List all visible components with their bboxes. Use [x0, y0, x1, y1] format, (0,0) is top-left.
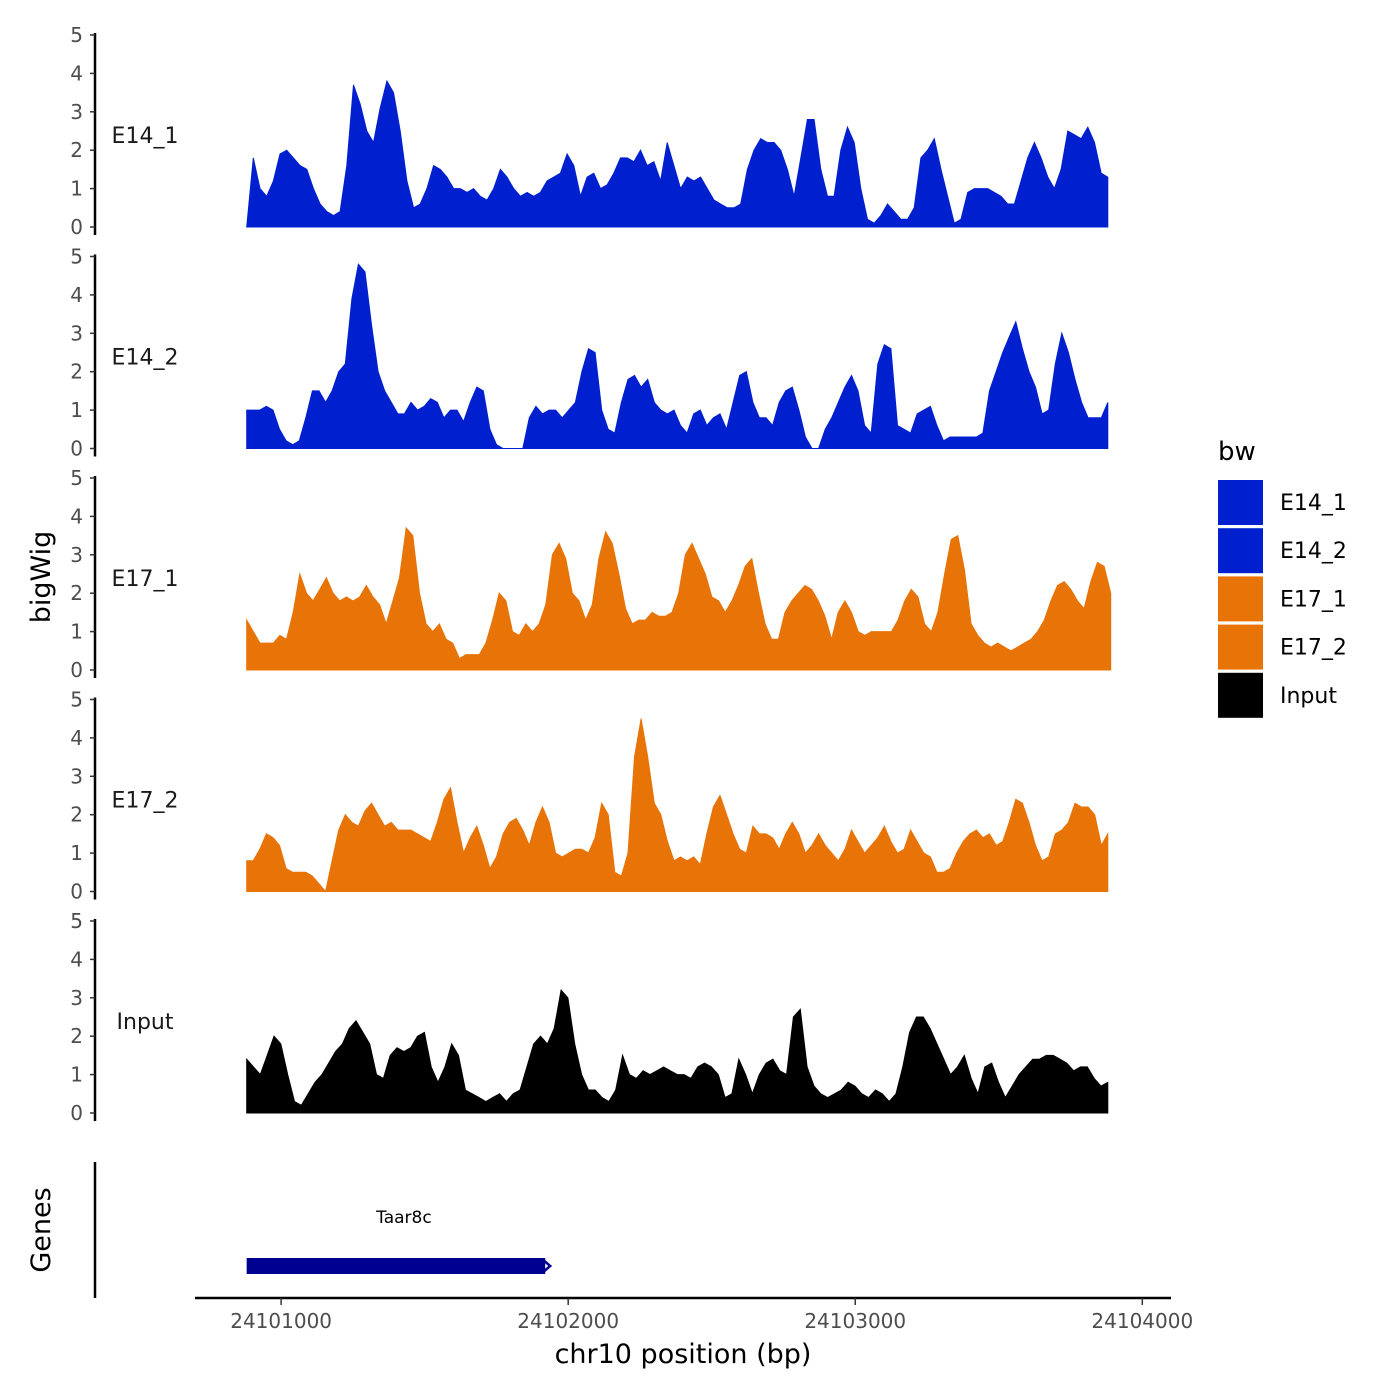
legend-label-E17_2: E17_2 — [1280, 636, 1347, 661]
track-area-E17_2 — [246, 718, 1109, 893]
y-tick-label: 3 — [70, 100, 83, 124]
track-label-E17_2: E17_2 — [112, 788, 179, 813]
legend-label-E17_1: E17_1 — [1280, 587, 1347, 612]
y-tick-label: 1 — [70, 620, 83, 644]
legend-label-Input: Input — [1280, 684, 1337, 709]
track-area-Input — [246, 988, 1109, 1114]
y-tick-label: 0 — [70, 658, 83, 682]
tracks-layer: 0 1 2 3 4 5 E14_1 0 1 2 3 4 5 E14_2 0 1 2 3 4 5 E17_1 0 1 2 3 4 5 E… — [70, 23, 1112, 1125]
legend-title: bw — [1218, 437, 1256, 467]
y-tick-label: 4 — [70, 283, 83, 307]
x-tick-label: 24102000 — [517, 1309, 619, 1333]
legend-label-E14_2: E14_2 — [1280, 539, 1347, 564]
track-E17_1: 0 1 2 3 4 5 E17_1 — [70, 466, 1112, 682]
y-tick-label: 2 — [70, 360, 83, 384]
track-area-E14_1 — [246, 79, 1109, 228]
track-label-E17_1: E17_1 — [112, 567, 179, 592]
y-tick-label: 5 — [70, 23, 83, 47]
legend: bw E14_1 E14_2 E17_1 E17_2 Input — [1218, 437, 1347, 718]
y-tick-label: 4 — [70, 61, 83, 85]
x-axis-title: chr10 position (bp) — [555, 1339, 812, 1370]
y-tick-label: 1 — [70, 1063, 83, 1087]
track-label-Input: Input — [117, 1010, 174, 1035]
y-tick-label: 5 — [70, 688, 83, 712]
gene-strand-arrow — [542, 1259, 553, 1273]
y-tick-label: 1 — [70, 177, 83, 201]
y-tick-label: 0 — [70, 437, 83, 461]
x-tick-label: 24104000 — [1091, 1309, 1193, 1333]
legend-key-E17_2 — [1218, 624, 1263, 670]
genes-layer: Genes Taar8c — [26, 1162, 553, 1298]
y-tick-label: 3 — [70, 321, 83, 345]
track-E17_2: 0 1 2 3 4 5 E17_2 — [70, 688, 1109, 904]
x-tick-label: 24101000 — [230, 1309, 332, 1333]
y-tick-label: 1 — [70, 398, 83, 422]
track-Input: 0 1 2 3 4 5 Input — [70, 909, 1109, 1125]
y-tick-label: 2 — [70, 581, 83, 605]
y-tick-label: 1 — [70, 841, 83, 865]
y-tick-label: 3 — [70, 764, 83, 788]
y-tick-label: 0 — [70, 1101, 83, 1125]
track-E14_2: 0 1 2 3 4 5 E14_2 — [70, 245, 1109, 461]
legend-key-E17_1 — [1218, 576, 1263, 622]
track-E14_1: 0 1 2 3 4 5 E14_1 — [70, 23, 1109, 239]
legend-label-E14_1: E14_1 — [1280, 491, 1347, 516]
y-tick-label: 4 — [70, 947, 83, 971]
legend-key-E14_2 — [1218, 528, 1263, 574]
gene-Taar8c: Taar8c — [246, 1208, 553, 1274]
y-tick-label: 4 — [70, 504, 83, 528]
gene-body — [246, 1258, 546, 1274]
y-tick-label: 2 — [70, 138, 83, 162]
y-tick-label: 5 — [70, 909, 83, 933]
track-label-E14_2: E14_2 — [112, 345, 179, 370]
y-tick-label: 5 — [70, 245, 83, 269]
gene-label: Taar8c — [375, 1208, 432, 1228]
y-axis-title: bigWig — [26, 531, 57, 624]
y-tick-label: 5 — [70, 466, 83, 490]
y-tick-label: 0 — [70, 880, 83, 904]
legend-key-E14_1 — [1218, 480, 1263, 525]
y-tick-label: 4 — [70, 726, 83, 750]
genes-panel-label: Genes — [26, 1187, 57, 1272]
track-label-E14_1: E14_1 — [112, 124, 179, 149]
legend-key-Input — [1218, 672, 1263, 718]
y-tick-label: 2 — [70, 803, 83, 827]
y-tick-label: 3 — [70, 986, 83, 1010]
track-area-E17_1 — [246, 526, 1112, 671]
x-tick-label: 24103000 — [804, 1309, 906, 1333]
y-tick-label: 2 — [70, 1024, 83, 1048]
track-area-E14_2 — [246, 263, 1109, 449]
y-tick-label: 0 — [70, 215, 83, 239]
y-tick-label: 3 — [70, 543, 83, 567]
x-axis: chr10 position (bp) 24101000 24102000 2410… — [195, 1296, 1193, 1370]
